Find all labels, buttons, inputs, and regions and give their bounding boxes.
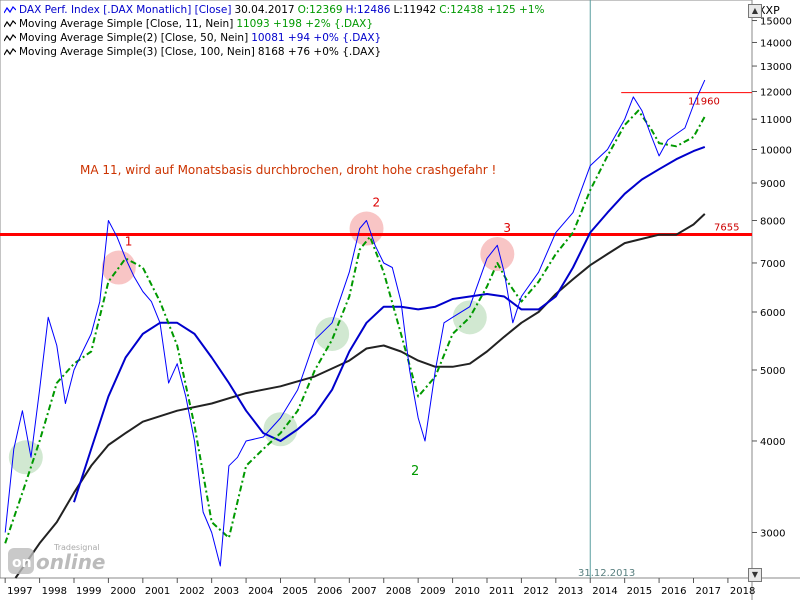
marker-label: 3 (503, 221, 511, 235)
ma11-series-line[interactable] (4, 109, 706, 544)
line-series-icon (4, 34, 16, 42)
annotation-low-2: 2 (411, 464, 419, 479)
y-tick-label: 4000 (760, 437, 785, 448)
legend-ma11-name: Moving Average Simple [Close, 11, Nein] (19, 18, 234, 30)
scroll-down-button[interactable]: ▼ (748, 568, 762, 582)
x-tick-label: 1999 (76, 586, 101, 597)
y-tick-label: 3000 (760, 528, 785, 539)
x-tick-label: 2003 (214, 586, 239, 597)
logo-sub: online (36, 550, 106, 574)
y-tick-label: 8000 (760, 216, 785, 227)
x-tick-label: 2002 (179, 586, 204, 597)
x-tick-label: 2005 (282, 586, 307, 597)
hlines-layer: 7655 11960 (0, 92, 752, 237)
support-line-label: 7655 (714, 223, 739, 234)
y-tick-label: 13000 (760, 62, 792, 73)
y-axis: 3000 4000 5000 6000 7000 8000 9000 10000 11000 12… (752, 17, 792, 539)
x-axis: 1997 1998 1999 2000 2001 2002 2003 2004 2005 2006… (4, 578, 755, 597)
green-marker-circle (315, 316, 350, 351)
x-tick-label: 2018 (730, 586, 755, 597)
x-tick-label: 2015 (627, 586, 652, 597)
legend-price-date: 30.04.2017 (234, 4, 295, 16)
scroll-up-button[interactable]: ▲ (748, 4, 762, 18)
x-tick-label: 1997 (7, 586, 32, 597)
y-tick-label: 12000 (760, 88, 792, 99)
x-tick-label: 2016 (661, 586, 686, 597)
legend-price-open: O:12369 (297, 4, 343, 16)
vline-date-label: 31.12.2013 (578, 568, 635, 579)
legend-price-name: DAX Perf. Index [.DAX Monatlich] [Close] (19, 4, 232, 16)
y-tick-label: 7000 (760, 259, 785, 270)
line-series-icon (4, 6, 16, 14)
series-layer (4, 79, 706, 579)
x-tick-label: 2009 (420, 586, 445, 597)
marker-label: 1 (125, 235, 133, 249)
ma100-series-line[interactable] (14, 213, 706, 579)
legend-row-ma50[interactable]: Moving Average Simple(2) [Close, 50, Nei… (4, 31, 544, 45)
legend-ma50-value: 10081 +94 +0% {.DAX} (251, 32, 382, 44)
price-series-line[interactable] (4, 79, 706, 567)
tradesignal-logo: on online Tradesignal (8, 543, 106, 574)
logo-brand: Tradesignal (53, 543, 100, 552)
green-marker-circle (8, 440, 43, 475)
legend: DAX Perf. Index [.DAX Monatlich] [Close]… (4, 3, 544, 59)
y-tick-label: 11000 (760, 115, 792, 126)
currency-label: XXP (758, 4, 780, 17)
x-tick-label: 2013 (558, 586, 583, 597)
legend-price-high: H:12486 (345, 4, 391, 16)
resistance-line-label: 11960 (688, 97, 720, 108)
legend-ma100-value: 8168 +76 +0% {.DAX} (257, 46, 382, 58)
marker-label: 2 (373, 196, 381, 210)
legend-price-close: C:12438 +125 +1% (439, 4, 545, 16)
y-tick-label: 10000 (760, 146, 792, 157)
red-marker-circle (349, 211, 384, 246)
x-tick-label: 2010 (455, 586, 480, 597)
x-tick-label: 1998 (42, 586, 67, 597)
line-series-icon (4, 48, 16, 56)
x-tick-label: 2006 (317, 586, 342, 597)
y-tick-label: 5000 (760, 366, 785, 377)
line-series-icon (4, 20, 16, 28)
svg-text:on: on (12, 555, 32, 571)
x-tick-label: 2012 (523, 586, 548, 597)
y-tick-label: 15000 (760, 17, 792, 28)
x-tick-label: 2001 (145, 586, 170, 597)
legend-row-ma11[interactable]: Moving Average Simple [Close, 11, Nein] … (4, 17, 544, 31)
y-tick-label: 14000 (760, 38, 792, 49)
legend-ma50-name: Moving Average Simple(2) [Close, 50, Nei… (19, 32, 249, 44)
x-tick-label: 2004 (248, 586, 273, 597)
x-tick-label: 2014 (592, 586, 617, 597)
legend-row-ma100[interactable]: Moving Average Simple(3) [Close, 100, Ne… (4, 45, 544, 59)
legend-ma11-value: 11093 +198 +2% {.DAX} (236, 18, 373, 30)
red-marker-circle (480, 236, 515, 271)
y-tick-label: 6000 (760, 308, 785, 319)
y-tick-label: 9000 (760, 179, 785, 190)
x-tick-label: 2007 (351, 586, 376, 597)
x-tick-label: 2000 (110, 586, 135, 597)
annotation-comment: MA 11, wird auf Monatsbasis durchbrochen… (80, 163, 496, 177)
x-tick-label: 2017 (695, 586, 720, 597)
x-tick-label: 2011 (489, 586, 514, 597)
legend-price-low: L:11942 (393, 4, 437, 16)
legend-ma100-name: Moving Average Simple(3) [Close, 100, Ne… (19, 46, 255, 58)
x-tick-label: 2008 (386, 586, 411, 597)
legend-row-price[interactable]: DAX Perf. Index [.DAX Monatlich] [Close]… (4, 3, 544, 17)
